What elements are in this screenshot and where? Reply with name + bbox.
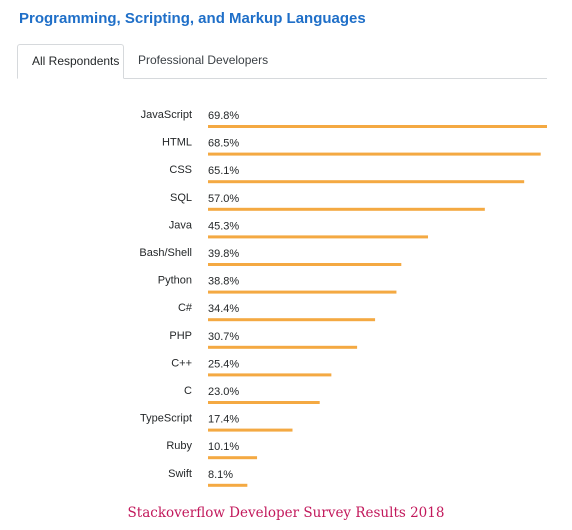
bar-bash-shell: [208, 263, 402, 266]
bar-javascript: [208, 125, 547, 128]
bar-php: [208, 345, 358, 349]
bar-html: [208, 152, 541, 156]
bar-swift: [208, 483, 248, 487]
category-label-html: HTML: [162, 137, 192, 149]
bar-sql: [208, 207, 485, 211]
value-label-c: 34.4%: [208, 303, 239, 315]
category-label-sql: SQL: [170, 192, 192, 204]
bar-css: [208, 180, 525, 184]
tab-bar: All Respondents Professional Developers: [17, 44, 547, 79]
page-title: Programming, Scripting, and Markup Langu…: [19, 10, 366, 27]
tab-all-respondents[interactable]: All Respondents: [17, 44, 124, 79]
category-label-typescript: TypeScript: [140, 413, 192, 425]
value-label-java: 45.3%: [208, 220, 239, 232]
value-label-swift: 8.1%: [208, 469, 233, 481]
category-label-python: Python: [158, 275, 192, 287]
bar-python: [208, 290, 397, 294]
category-label-swift: Swift: [168, 468, 192, 480]
value-label-ruby: 10.1%: [208, 441, 239, 453]
category-label-c: C: [184, 385, 192, 397]
bar-c: [208, 318, 376, 322]
category-label-c: C++: [171, 357, 192, 369]
bar-c: [208, 401, 320, 404]
value-label-bash-shell: 39.8%: [208, 248, 239, 260]
bar-ruby: [208, 456, 258, 460]
value-label-c: 23.0%: [208, 386, 239, 398]
value-label-python: 38.8%: [208, 276, 239, 288]
value-label-sql: 57.0%: [208, 193, 239, 205]
bar-java: [208, 235, 429, 239]
bar-typescript: [208, 428, 293, 432]
bar-c: [208, 373, 332, 377]
category-label-javascript: JavaScript: [141, 109, 192, 121]
value-label-javascript: 69.8%: [208, 110, 239, 122]
figure-caption: Stackoverflow Developer Survey Results 2…: [127, 505, 445, 521]
value-label-c: 25.4%: [208, 358, 239, 370]
category-label-ruby: Ruby: [166, 440, 192, 452]
category-label-php: PHP: [169, 330, 192, 342]
category-label-bash-shell: Bash/Shell: [139, 247, 192, 259]
value-label-css: 65.1%: [208, 165, 239, 177]
value-label-php: 30.7%: [208, 331, 239, 343]
languages-bar-chart: JavaScript 69.8% HTML 68.5% CSS 65.1% SQL 57.0%…: [139, 109, 547, 487]
category-label-java: Java: [169, 219, 193, 231]
tab-professional-developers[interactable]: Professional Developers: [138, 53, 269, 67]
category-label-c: C#: [178, 302, 193, 314]
category-label-css: CSS: [169, 164, 192, 176]
value-label-typescript: 17.4%: [208, 414, 239, 426]
value-label-html: 68.5%: [208, 138, 239, 150]
